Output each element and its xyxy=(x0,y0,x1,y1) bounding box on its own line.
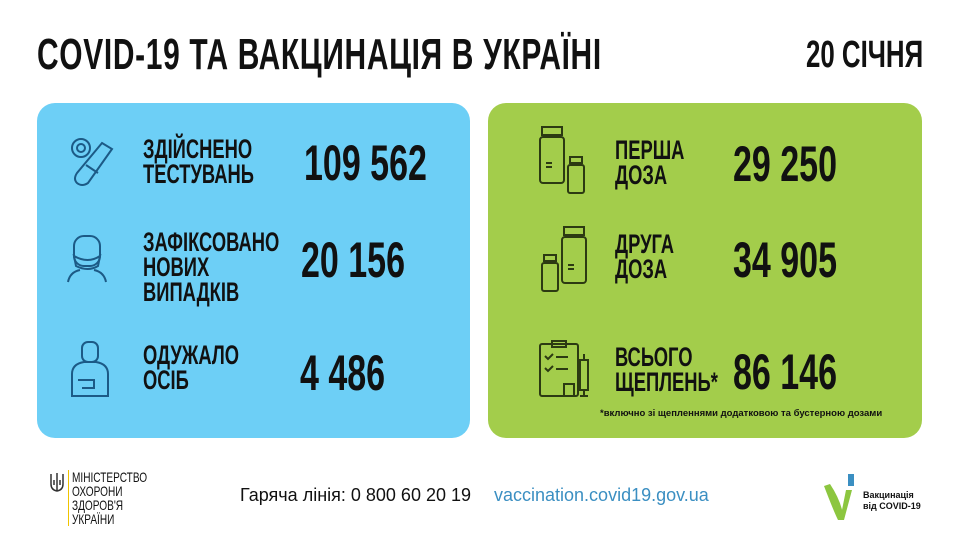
page-title: COVID-19 ТА ВАКЦИНАЦІЯ В УКРАЇНІ xyxy=(37,30,602,79)
footnote: *включно зі щепленнями додатковою та бус… xyxy=(600,408,883,419)
recovered-person-icon xyxy=(71,341,109,397)
ministry-logo-text: МІНІСТЕРСТВО ОХОРОНИ ЗДОРОВ'Я УКРАЇНИ xyxy=(72,469,148,527)
recovered-value: 4 486 xyxy=(300,345,386,401)
test-tube-virus-icon xyxy=(71,138,114,186)
new-cases-value: 20 156 xyxy=(301,232,405,288)
vaccine-vials-icon xyxy=(541,226,587,292)
tests-value: 109 562 xyxy=(304,135,427,191)
date: 20 СІЧНЯ xyxy=(806,34,924,76)
second-dose-label: ДРУГА ДОЗА xyxy=(615,229,675,284)
tests-label: ЗДІЙСНЕНО ТЕСТУВАНЬ xyxy=(143,134,254,189)
website-link[interactable]: vaccination.covid19.gov.ua xyxy=(494,485,709,505)
vaccine-vials-icon xyxy=(539,126,585,194)
cases-panel xyxy=(37,103,470,438)
vaccination-panel xyxy=(488,103,922,438)
total-vaccinations-value: 86 146 xyxy=(733,344,837,400)
second-dose-value: 34 905 xyxy=(733,232,837,288)
first-dose-label: ПЕРША ДОЗА xyxy=(615,135,685,190)
ministry-divider xyxy=(68,470,69,526)
total-vaccinations-label: ВСЬОГО ЩЕПЛЕНЬ* xyxy=(615,342,718,397)
clipboard-syringe-icon xyxy=(539,340,589,397)
new-cases-label: ЗАФІКСОВАНО НОВИХ ВИПАДКІВ xyxy=(143,227,280,307)
hotline: Гаряча лінія: 0 800 60 20 19 xyxy=(240,485,471,505)
recovered-label: ОДУЖАЛО ОСІБ xyxy=(143,340,240,395)
first-dose-value: 29 250 xyxy=(733,136,837,192)
masked-person-icon xyxy=(67,235,107,283)
trident-emblem-icon xyxy=(50,473,64,492)
campaign-logo-text: Вакцинація від COVID-19 xyxy=(863,490,921,511)
vaccination-campaign-logo-icon xyxy=(824,474,854,520)
